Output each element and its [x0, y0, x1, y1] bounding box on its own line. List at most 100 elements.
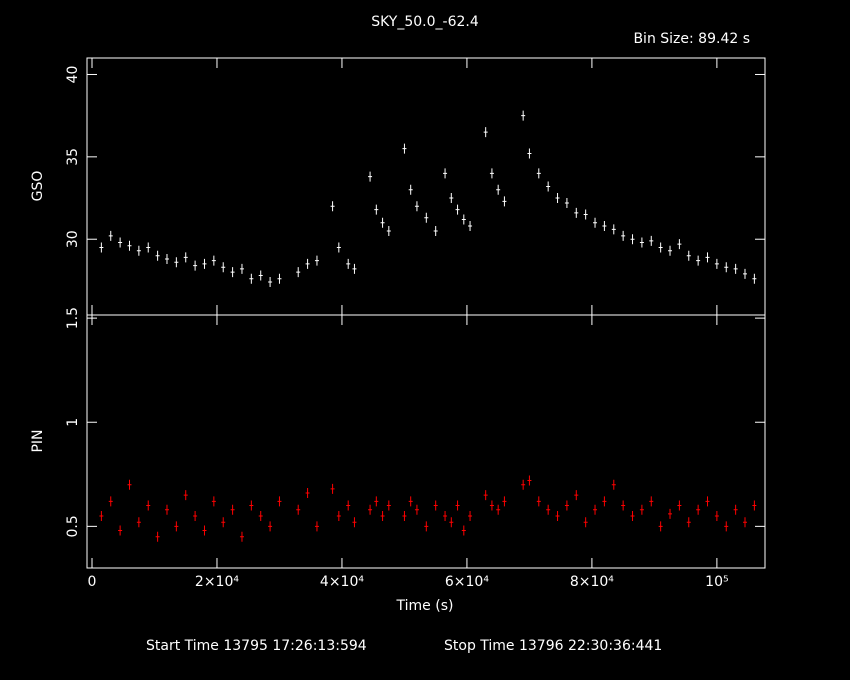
data-point: [414, 201, 419, 212]
data-point: [424, 521, 429, 532]
data-point: [602, 221, 607, 232]
data-point: [164, 504, 169, 515]
data-point: [336, 510, 341, 521]
y-tick-label: 0.5: [65, 515, 81, 537]
data-point: [686, 517, 691, 528]
data-point: [277, 273, 282, 284]
data-point: [433, 225, 438, 236]
y-tick-label: 1: [65, 418, 81, 427]
data-point: [502, 496, 507, 507]
x-tick-label: 6×10⁴: [445, 574, 489, 590]
data-point: [449, 517, 454, 528]
data-point: [221, 517, 226, 528]
data-point: [239, 531, 244, 542]
data-point: [230, 504, 235, 515]
data-point: [527, 148, 532, 159]
data-point: [714, 258, 719, 269]
data-point: [639, 237, 644, 248]
data-point: [743, 268, 748, 279]
data-point: [183, 252, 188, 263]
bin-size: Bin Size: 89.42 s: [633, 31, 750, 47]
data-point: [146, 500, 151, 511]
data-point: [305, 488, 310, 499]
data-point: [696, 255, 701, 266]
data-point: [546, 504, 551, 515]
data-point: [202, 525, 207, 536]
data-point: [136, 517, 141, 528]
data-point: [686, 250, 691, 261]
data-point: [461, 525, 466, 536]
data-point: [743, 517, 748, 528]
data-point: [118, 237, 123, 248]
y-tick-label: 30: [65, 230, 81, 248]
data-point: [611, 479, 616, 490]
data-point: [386, 225, 391, 236]
data-point: [611, 224, 616, 235]
data-point: [658, 521, 663, 532]
data-point: [146, 242, 151, 253]
data-point: [574, 207, 579, 218]
data-point: [733, 504, 738, 515]
data-point: [408, 184, 413, 195]
data-point: [583, 517, 588, 528]
data-point: [752, 273, 757, 284]
y-tick-label: 35: [65, 148, 81, 166]
data-point: [658, 242, 663, 253]
data-point: [630, 510, 635, 521]
data-point: [496, 504, 501, 515]
data-point: [402, 143, 407, 154]
data-point: [380, 510, 385, 521]
data-point: [402, 510, 407, 521]
data-point: [677, 239, 682, 250]
data-point: [649, 235, 654, 246]
data-point: [296, 504, 301, 515]
x-tick-label: 10⁵: [705, 574, 728, 590]
data-point: [564, 500, 569, 511]
data-point: [352, 263, 357, 274]
data-point: [155, 250, 160, 261]
data-point: [705, 252, 710, 263]
data-point: [574, 490, 579, 501]
data-point: [258, 510, 263, 521]
data-point: [502, 196, 507, 207]
data-point: [330, 201, 335, 212]
data-point: [174, 257, 179, 268]
data-point: [455, 500, 460, 511]
data-point: [346, 258, 351, 269]
data-point: [127, 240, 132, 251]
data-point: [468, 510, 473, 521]
data-point: [108, 496, 113, 507]
data-point: [374, 204, 379, 215]
data-point: [461, 214, 466, 225]
data-point: [696, 504, 701, 515]
data-point: [249, 273, 254, 284]
data-point: [296, 267, 301, 278]
data-point: [527, 475, 532, 486]
data-point: [724, 521, 729, 532]
y-axis-label: GSO: [30, 171, 46, 202]
data-point: [352, 517, 357, 528]
data-point: [368, 504, 373, 515]
data-point: [380, 217, 385, 228]
data-point: [649, 496, 654, 507]
data-point: [230, 267, 235, 278]
data-point: [630, 234, 635, 245]
data-point: [305, 258, 310, 269]
data-point: [668, 508, 673, 519]
x-tick-label: 8×10⁴: [570, 574, 614, 590]
data-point: [714, 510, 719, 521]
data-point: [127, 479, 132, 490]
data-point: [268, 521, 273, 532]
data-point: [449, 193, 454, 204]
data-point: [455, 204, 460, 215]
data-point: [193, 260, 198, 271]
y-axis-label: PIN: [30, 429, 46, 452]
data-point: [99, 510, 104, 521]
data-point: [489, 168, 494, 179]
data-point: [521, 479, 526, 490]
data-point: [336, 242, 341, 253]
data-point: [496, 184, 501, 195]
data-point: [174, 521, 179, 532]
y-tick-label: 1.5: [65, 307, 81, 329]
